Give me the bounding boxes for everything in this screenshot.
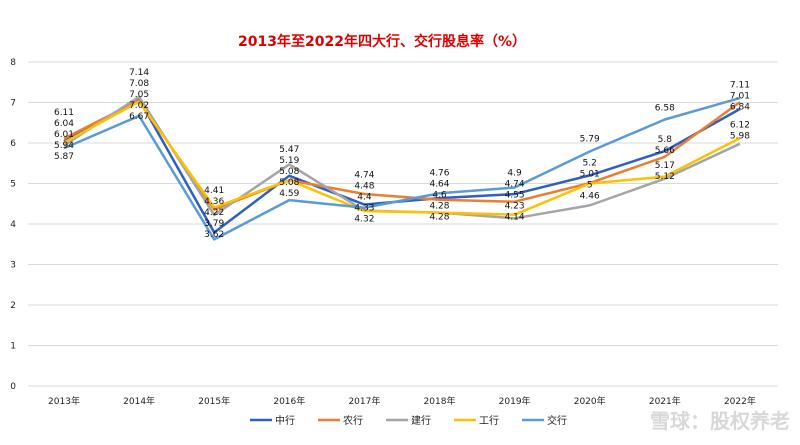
data-label: 6.04 [54,119,74,129]
x-tick-label: 2013年 [48,395,80,407]
data-label: 5.17 [655,161,675,171]
data-label: 5.87 [54,152,74,162]
data-label: 6.12 [730,120,750,130]
x-tick-label: 2016年 [273,395,305,407]
data-label: 5.66 [655,146,675,156]
legend-label: 工行 [479,414,499,427]
data-label: 5.19 [279,156,299,166]
data-label: 4.48 [354,182,374,192]
y-tick-label: 8 [10,58,16,68]
data-label: 4.4 [357,193,372,203]
data-label: 4.32 [354,215,374,225]
data-label: 5.98 [730,131,750,141]
legend-label: 建行 [411,414,431,427]
series-line-交行 [63,96,741,241]
data-label: 4.9 [507,168,522,178]
data-label: 6.84 [730,102,750,112]
data-label: 7.05 [129,90,149,100]
x-tick-label: 2015年 [198,395,230,407]
y-tick-label: 1 [10,342,16,352]
x-tick-label: 2022年 [724,395,756,407]
data-label: 5.79 [580,134,600,144]
data-label: 4.23 [505,201,525,211]
watermark: 雪球：股权养老 [650,409,790,433]
data-label: 4.36 [204,197,224,207]
data-label: 5.2 [583,158,597,168]
data-label: 5.08 [279,178,299,188]
data-label: 3.79 [204,219,224,229]
data-label: 6.58 [655,104,675,114]
y-tick-label: 0 [10,382,16,392]
chart-title: 2013年至2022年四大行、交行股息率（%） [238,33,526,50]
data-label: 4.22 [204,208,224,218]
data-label: 5.94 [54,141,74,151]
data-label: 4.28 [429,201,449,211]
x-tick-label: 2014年 [123,395,155,407]
data-label: 7.08 [129,79,149,89]
y-tick-label: 6 [10,139,16,149]
legend-label: 中行 [275,414,295,427]
x-tick-label: 2018年 [424,395,456,407]
data-label: 7.14 [129,68,149,78]
series-line-工行 [63,100,741,216]
data-label: 4.46 [580,191,600,201]
data-label: 3.62 [204,230,224,240]
data-label: 5.12 [655,172,675,182]
data-label: 6.11 [54,108,74,118]
data-label: 6.67 [129,112,149,122]
data-label: 4.74 [505,179,525,189]
data-label: 4.41 [204,186,224,196]
x-tick-label: 2021年 [649,395,681,407]
x-tick-label: 2017年 [348,395,380,407]
data-label: 4.76 [429,168,449,178]
data-label: 4.6 [432,190,447,200]
data-label: 5.8 [658,135,673,145]
legend-label: 农行 [343,414,363,427]
data-label: 4.64 [429,179,449,189]
data-label: 7.01 [730,91,750,101]
y-tick-label: 5 [10,180,16,190]
legend-label: 交行 [547,414,567,427]
data-label: 7.02 [129,101,149,111]
data-label: 4.14 [505,212,525,222]
data-label: 5.01 [580,169,600,179]
y-tick-label: 4 [10,220,16,230]
data-label: 4.59 [279,189,299,199]
data-label: 5.08 [279,167,299,177]
series-line-农行 [63,99,741,211]
x-tick-label: 2019年 [499,395,531,407]
data-label: 4.74 [354,171,374,181]
y-tick-label: 7 [10,99,16,109]
data-label: 4.28 [429,212,449,222]
data-label: 5 [587,180,593,190]
x-tick-label: 2020年 [574,395,606,407]
y-tick-label: 3 [10,261,16,271]
data-label: 4.33 [354,204,374,214]
y-tick-label: 2 [10,301,16,311]
data-label: 7.11 [730,80,750,90]
data-label: 4.55 [505,190,525,200]
data-label: 6.01 [54,130,74,140]
data-label: 5.47 [279,145,299,155]
